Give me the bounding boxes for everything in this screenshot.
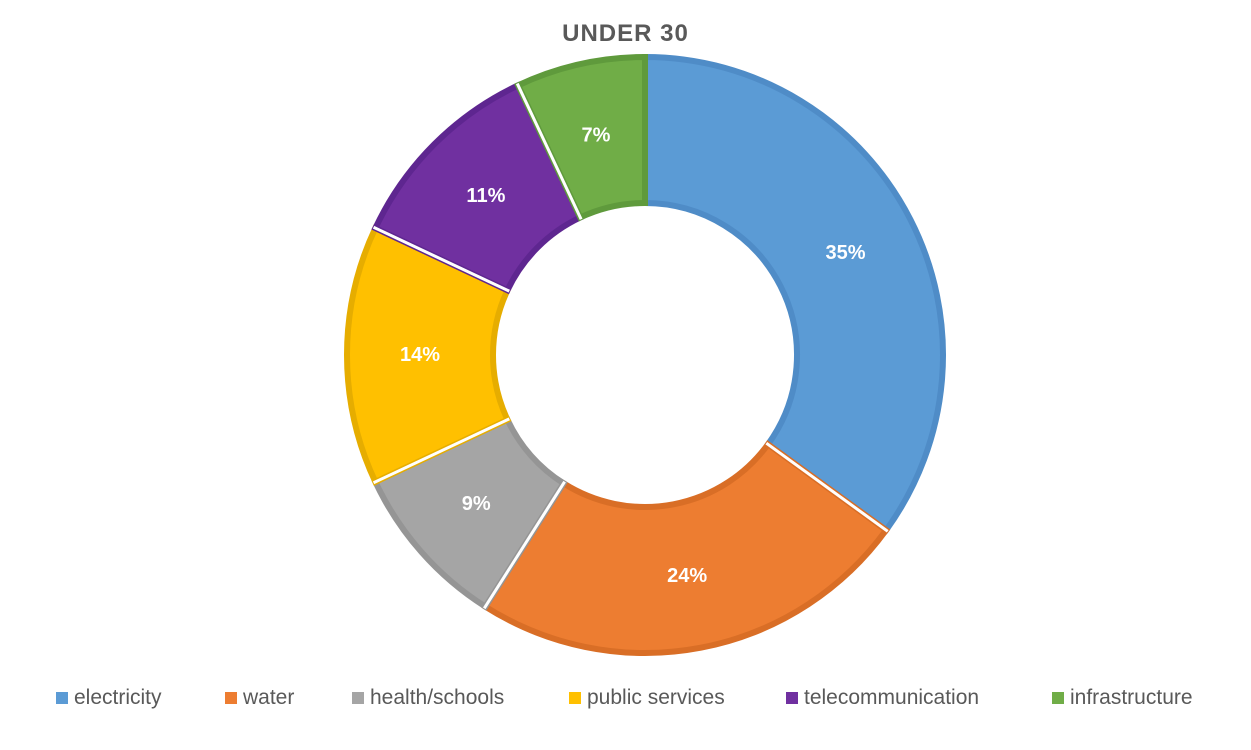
slice-infrastructure	[514, 53, 648, 222]
legend-label-health-schools: health/schools	[370, 686, 505, 709]
slice-separator	[515, 82, 583, 220]
labels-group: 35% 24% 9% 14% 11% 7%	[400, 124, 866, 587]
legend-label-electricity: electricity	[74, 686, 162, 709]
slices-group	[344, 53, 946, 656]
legend-label-telecommunication: telecommunication	[804, 686, 980, 709]
legend-label-public-services: public services	[587, 686, 725, 709]
slice-public-services	[344, 224, 512, 486]
legend-item-health-schools: health/schools	[352, 684, 504, 712]
legend-swatch-health-schools	[352, 692, 364, 704]
legend-item-water: water	[225, 684, 294, 712]
data-label-health-schools: 9%	[462, 493, 491, 515]
legend-swatch-public-services	[569, 692, 581, 704]
slice-separator	[372, 225, 510, 293]
data-label-telecommunication: 11%	[466, 185, 505, 207]
data-label-infrastructure: 7%	[581, 124, 610, 146]
data-label-electricity: 35%	[825, 242, 865, 264]
legend-swatch-infrastructure	[1052, 692, 1064, 704]
legend-swatch-water	[225, 692, 237, 704]
slice-water	[481, 440, 891, 656]
data-label-water: 24%	[667, 565, 707, 587]
legend-label-water: water	[243, 686, 295, 709]
slice-electricity	[642, 53, 946, 535]
slice-separator	[482, 480, 566, 610]
legend-item-telecommunication: telecommunication	[786, 684, 979, 712]
legend-label-infrastructure: infrastructure	[1070, 686, 1193, 709]
legend: electricity water health/schools public …	[0, 684, 1251, 712]
slice-separator	[372, 417, 510, 485]
legend-swatch-telecommunication	[786, 692, 798, 704]
legend-item-infrastructure: infrastructure	[1052, 684, 1193, 712]
legend-item-public-services: public services	[569, 684, 725, 712]
chart-title: UNDER 30	[562, 20, 689, 47]
data-label-public-services: 14%	[400, 344, 440, 366]
legend-item-electricity: electricity	[56, 684, 162, 712]
slice-separator	[765, 441, 889, 533]
legend-swatch-electricity	[56, 692, 68, 704]
